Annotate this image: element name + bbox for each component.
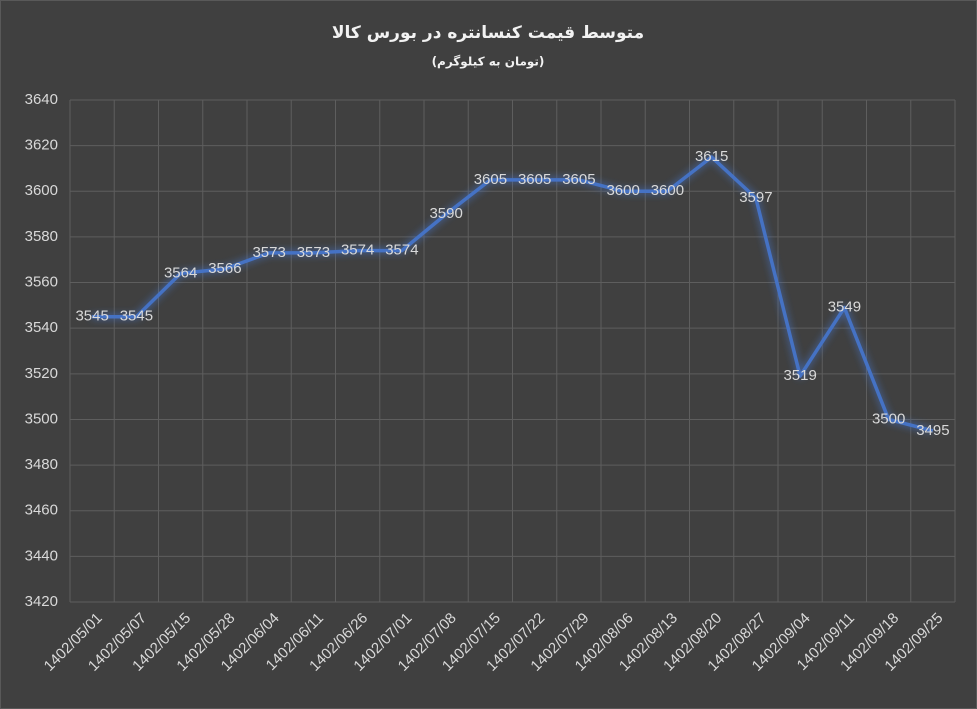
data-label: 3566: [208, 260, 241, 277]
y-tick-label: 3540: [25, 319, 58, 336]
data-label: 3495: [916, 422, 949, 439]
data-label: 3597: [739, 189, 772, 206]
data-label: 3549: [828, 299, 861, 316]
chart-subtitle: (تومان به کیلوگرم): [432, 55, 545, 70]
y-tick-label: 3620: [25, 137, 58, 154]
data-label: 3573: [252, 244, 285, 261]
y-tick-label: 3500: [25, 410, 58, 427]
y-tick-label: 3580: [25, 228, 58, 245]
y-tick-label: 3560: [25, 274, 58, 291]
data-label: 3605: [518, 171, 551, 188]
data-label: 3545: [75, 308, 108, 325]
y-tick-label: 3520: [25, 365, 58, 382]
data-label: 3590: [429, 205, 462, 222]
y-tick-label: 3640: [25, 91, 58, 108]
y-tick-label: 3460: [25, 502, 58, 519]
data-label: 3574: [385, 242, 418, 259]
data-label: 3564: [164, 264, 197, 281]
y-tick-label: 3600: [25, 182, 58, 199]
y-tick-label: 3440: [25, 547, 58, 564]
data-label: 3500: [872, 410, 905, 427]
data-label: 3615: [695, 148, 728, 165]
data-label: 3545: [120, 308, 153, 325]
y-tick-label: 3420: [25, 593, 58, 610]
data-label: 3605: [562, 171, 595, 188]
data-label: 3574: [341, 242, 374, 259]
data-label: 3573: [297, 244, 330, 261]
y-tick-label: 3480: [25, 456, 58, 473]
data-label: 3600: [606, 182, 639, 199]
data-label: 3519: [783, 367, 816, 384]
data-label: 3605: [474, 171, 507, 188]
chart-title: متوسط قیمت کنسانتره در بورس کالا: [332, 23, 644, 43]
data-line: [92, 155, 934, 433]
data-label: 3600: [651, 182, 684, 199]
